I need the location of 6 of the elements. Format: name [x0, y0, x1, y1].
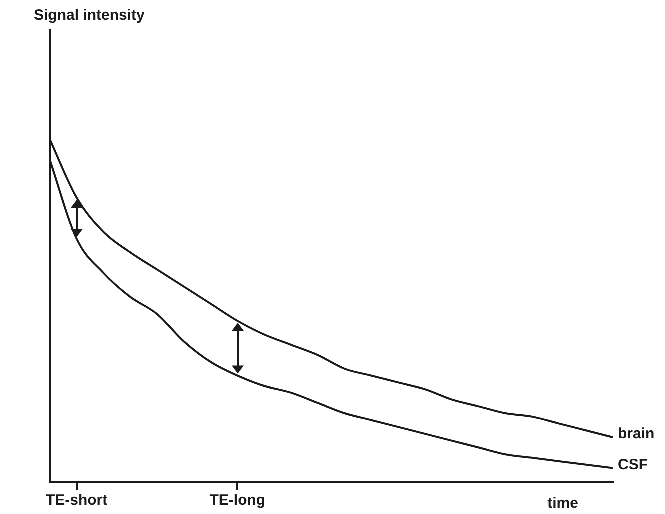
x-tick-label: TE-short	[46, 492, 108, 510]
series-label: brain	[618, 426, 655, 443]
text: Signal intensity	[34, 7, 146, 24]
x-axis-title: time	[548, 495, 578, 512]
series-label: CSF	[618, 456, 648, 474]
x-tick-label: TE-long	[210, 492, 266, 510]
